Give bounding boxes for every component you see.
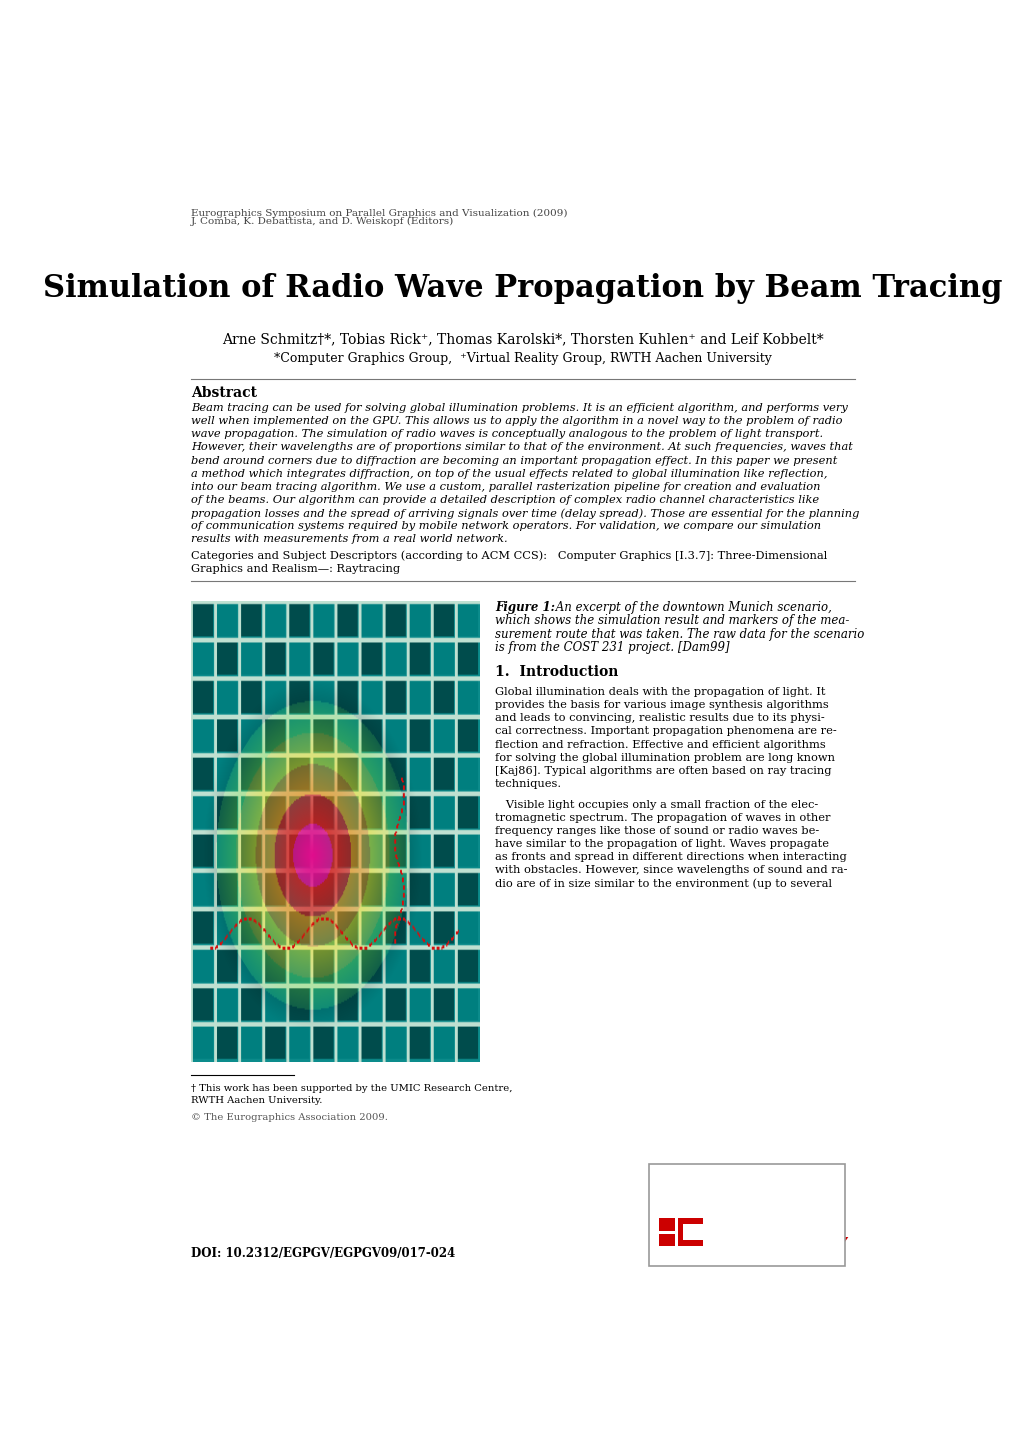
Text: Eurographics Symposium on Parallel Graphics and Visualization (2009): Eurographics Symposium on Parallel Graph…	[191, 209, 567, 218]
Text: as fronts and spread in different directions when interacting: as fronts and spread in different direct…	[494, 853, 846, 863]
Text: techniques.: techniques.	[494, 779, 561, 789]
Text: a method which integrates diffraction, on top of the usual effects related to gl: a method which integrates diffraction, o…	[191, 469, 826, 479]
Text: EUROGRAPHICS: EUROGRAPHICS	[721, 1198, 839, 1211]
Text: *Computer Graphics Group,  ⁺Virtual Reality Group, RWTH Aachen University: *Computer Graphics Group, ⁺Virtual Reali…	[273, 352, 771, 365]
Bar	[683, 1224, 702, 1240]
Text: bend around corners due to diffraction are becoming an important propagation eff: bend around corners due to diffraction a…	[191, 456, 837, 466]
Text: flection and refraction. Effective and efficient algorithms: flection and refraction. Effective and e…	[494, 740, 825, 749]
Text: is from the COST 231 project. [Dam99]: is from the COST 231 project. [Dam99]	[494, 641, 729, 654]
Text: Simulation of Radio Wave Propagation by Beam Tracing: Simulation of Radio Wave Propagation by …	[43, 273, 1002, 304]
Text: and leads to convincing, realistic results due to its physi-: and leads to convincing, realistic resul…	[494, 713, 824, 723]
Text: for solving the global illumination problem are long known: for solving the global illumination prob…	[494, 753, 835, 763]
Text: of communication systems required by mobile network operators. For validation, w: of communication systems required by mob…	[191, 521, 820, 531]
Text: with obstacles. However, since wavelengths of sound and ra-: with obstacles. However, since wavelengt…	[494, 866, 847, 876]
Text: Visible light occupies only a small fraction of the elec-: Visible light occupies only a small frac…	[494, 799, 817, 810]
Text: tromagnetic spectrum. The propagation of waves in other: tromagnetic spectrum. The propagation of…	[494, 812, 829, 823]
Text: frequency ranges like those of sound or radio waves be-: frequency ranges like those of sound or …	[494, 825, 818, 835]
Bar	[658, 1234, 674, 1247]
Text: © The Eurographics Association 2009.: © The Eurographics Association 2009.	[191, 1113, 387, 1123]
Text: Abstract: Abstract	[191, 387, 257, 401]
Text: into our beam tracing algorithm. We use a custom, parallel rasterization pipelin: into our beam tracing algorithm. We use …	[191, 482, 819, 492]
Text: Graphics and Realism—: Raytracing: Graphics and Realism—: Raytracing	[191, 564, 399, 574]
Text: Global illumination deals with the propagation of light. It: Global illumination deals with the propa…	[494, 687, 824, 697]
Text: which shows the simulation result and markers of the mea-: which shows the simulation result and ma…	[494, 615, 849, 628]
Text: Figure 1:: Figure 1:	[494, 602, 554, 615]
Text: surement route that was taken. The raw data for the scenario: surement route that was taken. The raw d…	[494, 628, 864, 641]
Text: results with measurements from a real world network.: results with measurements from a real wo…	[191, 534, 506, 544]
Text: † This work has been supported by the UMIC Research Centre,: † This work has been supported by the UM…	[191, 1084, 512, 1094]
Text: of the beams. Our algorithm can provide a detailed description of complex radio : of the beams. Our algorithm can provide …	[191, 495, 818, 505]
Text: Beam tracing can be used for solving global illumination problems. It is an effi: Beam tracing can be used for solving glo…	[191, 403, 847, 413]
Text: DOI: 10.2312/EGPGV/EGPGV09/017-024: DOI: 10.2312/EGPGV/EGPGV09/017-024	[191, 1247, 454, 1260]
Text: dio are of in size similar to the environment (up to several: dio are of in size similar to the enviro…	[494, 879, 832, 889]
Text: propagation losses and the spread of arriving signals over time (delay spread). : propagation losses and the spread of arr…	[191, 508, 858, 518]
Text: However, their wavelengths are of proportions similar to that of the environment: However, their wavelengths are of propor…	[191, 443, 852, 453]
Text: An excerpt of the downtown Munich scenario,: An excerpt of the downtown Munich scenar…	[551, 602, 832, 615]
Text: have similar to the propagation of light. Waves propagate: have similar to the propagation of light…	[494, 840, 828, 848]
Text: DIGITAL LIBRARY: DIGITAL LIBRARY	[721, 1235, 848, 1248]
Text: well when implemented on the GPU. This allows us to apply the algorithm in a nov: well when implemented on the GPU. This a…	[191, 416, 842, 426]
Bar	[649, 1165, 845, 1267]
Bar	[677, 1218, 702, 1247]
Text: delivered by: delivered by	[728, 1176, 789, 1185]
Text: cal correctness. Important propagation phenomena are re-: cal correctness. Important propagation p…	[494, 726, 836, 736]
Text: wave propagation. The simulation of radio waves is conceptually analogous to the: wave propagation. The simulation of radi…	[191, 430, 822, 439]
Text: 1.  Introduction: 1. Introduction	[494, 665, 618, 680]
Bar	[658, 1218, 674, 1231]
Text: provides the basis for various image synthesis algorithms: provides the basis for various image syn…	[494, 700, 828, 710]
Text: diglib.eg.org: diglib.eg.org	[780, 1251, 839, 1260]
Text: [Kaj86]. Typical algorithms are often based on ray tracing: [Kaj86]. Typical algorithms are often ba…	[494, 766, 830, 776]
Text: www.eg.org: www.eg.org	[658, 1251, 712, 1260]
Text: Arne Schmitz†*, Tobias Rick⁺, Thomas Karolski*, Thorsten Kuhlen⁺ and Leif Kobbel: Arne Schmitz†*, Tobias Rick⁺, Thomas Kar…	[222, 332, 822, 346]
Text: Categories and Subject Descriptors (according to ACM CCS):   Computer Graphics [: Categories and Subject Descriptors (acco…	[191, 551, 826, 561]
Text: J. Comba, K. Debattista, and D. Weiskopf (Editors): J. Comba, K. Debattista, and D. Weiskopf…	[191, 216, 453, 225]
Text: RWTH Aachen University.: RWTH Aachen University.	[191, 1097, 322, 1105]
